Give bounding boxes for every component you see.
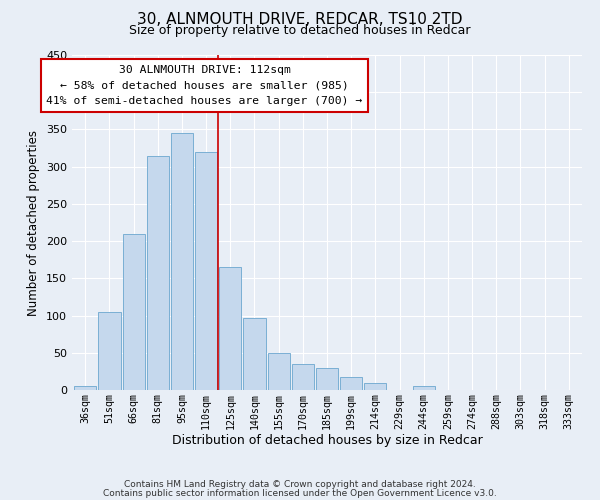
- Bar: [268, 353, 290, 390]
- Bar: [98, 312, 121, 390]
- Text: 30 ALNMOUTH DRIVE: 112sqm
← 58% of detached houses are smaller (985)
41% of semi: 30 ALNMOUTH DRIVE: 112sqm ← 58% of detac…: [46, 65, 363, 106]
- Bar: [122, 234, 145, 390]
- Text: Contains public sector information licensed under the Open Government Licence v3: Contains public sector information licen…: [103, 488, 497, 498]
- Bar: [364, 384, 386, 390]
- Bar: [413, 386, 435, 390]
- Bar: [74, 386, 97, 390]
- X-axis label: Distribution of detached houses by size in Redcar: Distribution of detached houses by size …: [172, 434, 482, 448]
- Bar: [292, 364, 314, 390]
- Bar: [219, 267, 241, 390]
- Text: Size of property relative to detached houses in Redcar: Size of property relative to detached ho…: [129, 24, 471, 37]
- Text: 30, ALNMOUTH DRIVE, REDCAR, TS10 2TD: 30, ALNMOUTH DRIVE, REDCAR, TS10 2TD: [137, 12, 463, 28]
- Bar: [195, 152, 217, 390]
- Bar: [171, 133, 193, 390]
- Bar: [340, 376, 362, 390]
- Bar: [146, 156, 169, 390]
- Y-axis label: Number of detached properties: Number of detached properties: [28, 130, 40, 316]
- Bar: [316, 368, 338, 390]
- Text: Contains HM Land Registry data © Crown copyright and database right 2024.: Contains HM Land Registry data © Crown c…: [124, 480, 476, 489]
- Bar: [244, 318, 266, 390]
